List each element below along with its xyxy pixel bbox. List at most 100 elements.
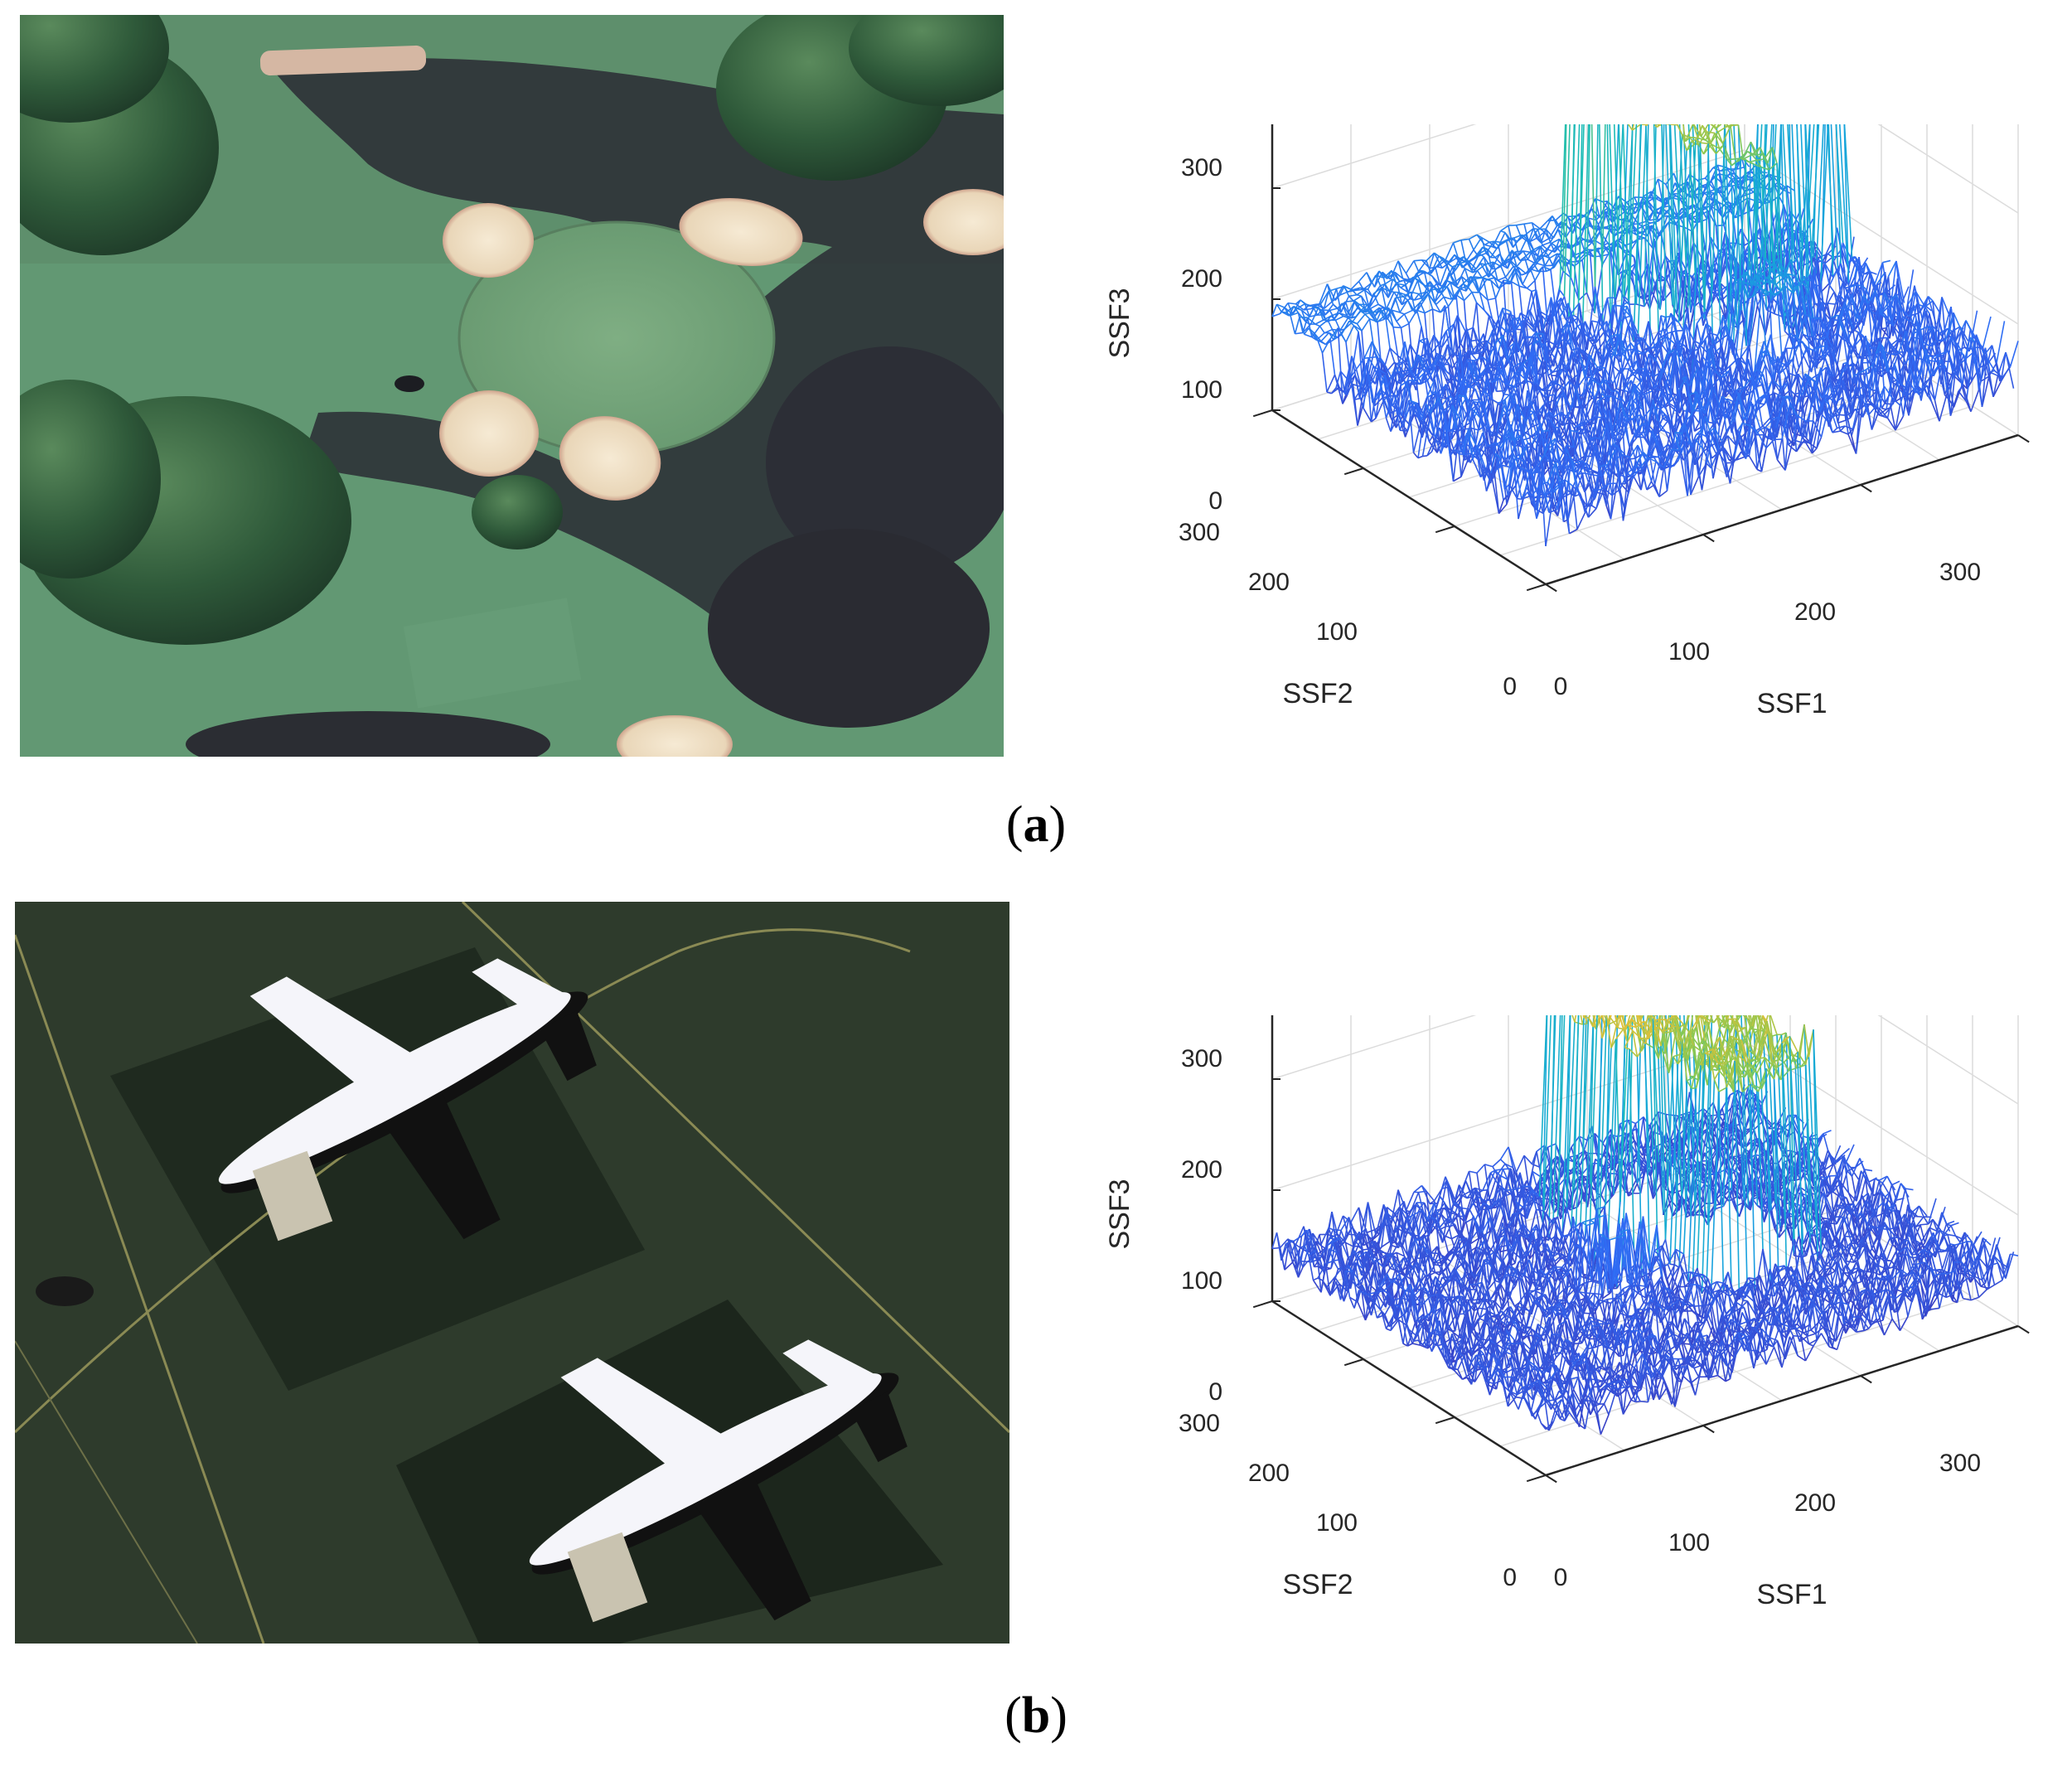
surface-mesh-line [1474, 389, 1481, 400]
surface-mesh-line [1755, 274, 1761, 287]
surface-mesh-line [1346, 300, 1356, 317]
surface-mesh-line [1367, 341, 1373, 373]
surface-mesh-line [1394, 298, 1401, 313]
surface-mesh-line [1324, 309, 1331, 316]
surface-mesh-line [1552, 253, 1558, 266]
surface-mesh-line [1395, 296, 1404, 299]
surface-mesh-line [1489, 241, 1498, 249]
surface-mesh-line [1780, 271, 1790, 336]
surface-mesh-line [1413, 259, 1422, 262]
surface-mesh-line [1619, 337, 1629, 361]
surface-mesh-line [1628, 360, 1638, 370]
surface-mesh-line [1484, 390, 1490, 404]
surface-mesh-line [1517, 234, 1523, 242]
surface-mesh-line [1858, 305, 1868, 321]
surface-mesh-line [1469, 276, 1479, 293]
surface-mesh-line [1423, 271, 1430, 293]
surface-mesh-line [1348, 320, 1355, 327]
surface-mesh-line [1514, 319, 1524, 332]
surface-mesh-line [1789, 259, 1796, 276]
surface-mesh-line [1372, 312, 1378, 322]
surface-mesh-line [1474, 356, 1484, 361]
surface-mesh-line [1450, 354, 1460, 380]
surface-mesh-line [1513, 268, 1520, 287]
surface-mesh-line [1775, 276, 1785, 285]
surface-mesh-line [1475, 302, 1485, 312]
surface-mesh-line [1671, 332, 1677, 346]
surface-mesh-line [1420, 356, 1426, 361]
surface-mesh-line [1439, 427, 1445, 448]
surface-mesh-line [1765, 294, 1771, 336]
surface-mesh-line [1548, 410, 1555, 418]
surface-mesh-line [1734, 278, 1740, 283]
surface-mesh-line [1738, 278, 1744, 283]
surface-mesh-line [1343, 286, 1350, 297]
surface-mesh-line [1809, 274, 1819, 297]
surface-mesh-line [1424, 420, 1434, 436]
surface-mesh-line [1685, 182, 1692, 198]
surface-mesh-line [1361, 363, 1368, 399]
surface-mesh-line [1479, 418, 1486, 438]
surface-mesh-line [1784, 285, 1794, 294]
surface-mesh-line [1653, 118, 1659, 332]
surface-mesh-line [1434, 288, 1440, 303]
surface-mesh-line [1684, 123, 1694, 142]
surface-mesh-line [1424, 308, 1433, 314]
surface-mesh-line [1505, 424, 1512, 467]
surface-mesh-line [1358, 272, 1368, 283]
surface-mesh-line [1373, 287, 1382, 294]
surface-mesh-line [1890, 260, 1897, 298]
surface-mesh-line [1615, 118, 1624, 298]
surface-mesh-line [1385, 292, 1395, 310]
surface-mesh-line [1476, 234, 1482, 239]
surface-mesh-line [1435, 296, 1445, 306]
surface-mesh-line [1408, 399, 1417, 404]
surface-mesh-line [1661, 336, 1668, 346]
surface-mesh-line [1502, 307, 1511, 312]
surface-mesh-line [1562, 391, 1569, 419]
surface-mesh-line [1524, 318, 1534, 328]
surface-mesh-line [1813, 241, 1823, 256]
surface-mesh-line [1444, 397, 1454, 413]
surface-mesh-line [1712, 125, 1719, 133]
surface-mesh-line [1376, 356, 1386, 365]
surface-mesh-line [1496, 431, 1503, 437]
surface-mesh-line [1710, 327, 1716, 346]
surface-mesh-line [1805, 312, 1812, 345]
surface-mesh-line [1387, 307, 1394, 327]
surface-mesh-line [1876, 283, 1883, 329]
surface-mesh-line [1588, 249, 1595, 258]
surface-mesh-line [1506, 237, 1515, 242]
surface-mesh-line [1414, 368, 1424, 380]
surface-mesh-line [1624, 373, 1634, 381]
surface-mesh-line [1583, 379, 1593, 430]
surface-mesh-line [1507, 339, 1517, 361]
surface-mesh-line [1411, 404, 1421, 423]
surface-mesh-line [1368, 357, 1374, 367]
surface-mesh-line [1590, 331, 1600, 359]
surface-mesh-line [1559, 289, 1566, 298]
surface-mesh-line [1397, 260, 1404, 279]
surface-mesh-line [1695, 138, 1701, 143]
surface-mesh-line [1727, 336, 1733, 341]
surface-mesh-line [1389, 347, 1396, 363]
surface-mesh-line [1644, 291, 1653, 307]
surface-mesh-line [1775, 283, 1782, 292]
surface-mesh-line [1411, 291, 1420, 295]
surface-mesh-line [1624, 130, 1634, 297]
surface-mesh-line [1561, 220, 1571, 230]
surface-mesh-line [1610, 119, 1619, 340]
surface-mesh-line [1715, 153, 1721, 340]
surface-mesh-line [1458, 327, 1468, 380]
surface-mesh-line [1474, 418, 1481, 445]
surface-mesh-line [1426, 252, 1435, 262]
surface-mesh-line [1857, 317, 1864, 324]
surface-mesh-line [1429, 379, 1435, 411]
surface-mesh-line [1692, 143, 1702, 375]
surface-mesh-line [1658, 178, 1667, 186]
surface-mesh-line [1503, 249, 1513, 263]
surface-mesh-line [1438, 354, 1448, 372]
surface-mesh-line [1271, 312, 1280, 317]
surface-mesh-line [1317, 339, 1326, 346]
surface-mesh-line [1339, 370, 1349, 381]
